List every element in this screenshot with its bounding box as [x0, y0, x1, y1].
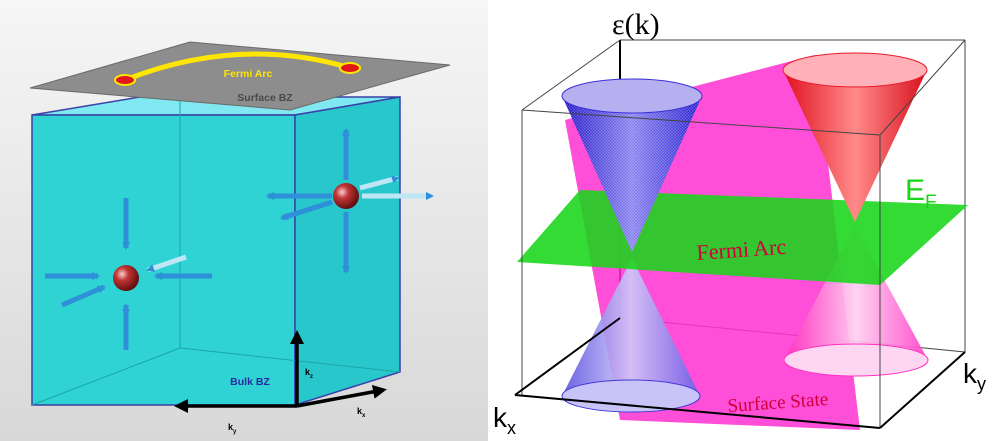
surface-bz-label: Surface BZ — [237, 92, 293, 104]
surface-node-left — [114, 74, 136, 86]
surface-node-right — [339, 62, 361, 74]
box-front-edges — [521, 39, 966, 428]
weyl-node — [333, 183, 359, 209]
field-arrow — [146, 254, 187, 273]
ky-label: ky — [963, 358, 986, 394]
left-axes: kz kx ky Bulk BZ — [174, 330, 387, 435]
ky-axis-end — [879, 351, 966, 429]
field-arrow — [61, 284, 106, 308]
red-cone-upper — [783, 70, 927, 222]
red-cone-lower-base — [783, 343, 929, 377]
weyl-node — [113, 265, 139, 291]
weyl-node-source — [266, 128, 434, 274]
bulk-bz-label: Bulk BZ — [230, 376, 270, 388]
kx-axis — [514, 317, 621, 396]
blue-cone-upper-rim — [561, 78, 703, 114]
red-cone-upper-rim — [782, 52, 928, 88]
fermi-level-label: EF — [905, 174, 937, 213]
energy-axis-label: ε(k) — [612, 8, 660, 41]
ky-label: ky — [228, 422, 237, 435]
fermi-arc-curve — [122, 51, 353, 83]
cube-hidden-edge — [179, 347, 401, 373]
kx-label: kx — [493, 402, 516, 438]
left-panel: Fermi Arc Surface BZ — [0, 0, 488, 441]
blue-cone-lower — [562, 258, 700, 396]
kz-label: kz — [305, 367, 313, 380]
cube-front-face — [31, 114, 296, 406]
field-arrow — [280, 199, 333, 221]
surface-bz-plane: Fermi Arc Surface BZ — [29, 41, 451, 111]
surface-plane — [29, 41, 451, 111]
red-cone-lower — [784, 226, 928, 360]
kx-axis — [296, 384, 387, 408]
blue-cone-lower-base — [561, 379, 701, 413]
cube-hidden-edge — [31, 347, 181, 406]
kx-label: kx — [357, 406, 366, 419]
field-arrow — [359, 175, 400, 191]
fermi-arc-label: Fermi Arc — [224, 68, 273, 80]
weyl-node-sink — [45, 198, 212, 350]
right-panel: ε(k) EF Fermi Arc Surface State kx ky — [493, 8, 986, 438]
ky-axis — [514, 394, 881, 429]
